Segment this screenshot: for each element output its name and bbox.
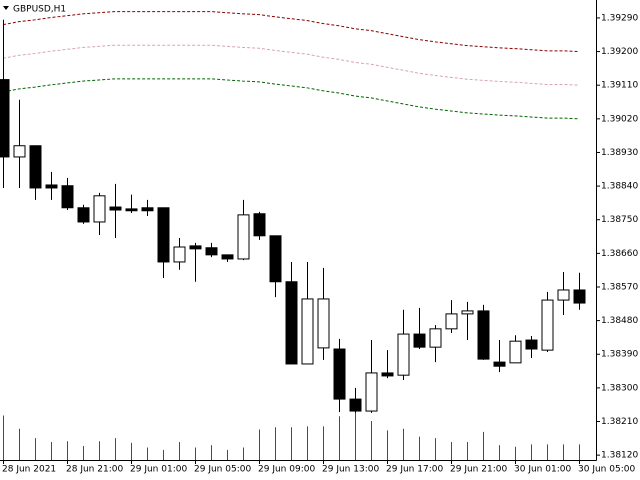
candle-body — [301, 298, 314, 365]
candle-body — [61, 185, 74, 209]
x-tick-label: 30 Jun 01:00 — [514, 465, 571, 475]
candle-body — [189, 245, 202, 250]
candle-body — [413, 333, 426, 348]
y-tick-label: 1.39290 — [601, 13, 638, 23]
y-tick-label: 1.38210 — [601, 417, 638, 427]
candle-body — [237, 214, 250, 260]
y-tick-label: 1.38660 — [601, 249, 638, 259]
x-tick-label: 30 Jun 05:00 — [578, 465, 635, 475]
candle-body — [381, 372, 394, 377]
candle-body — [317, 298, 330, 349]
candle-body — [173, 246, 186, 263]
candle-body — [493, 361, 506, 367]
candle-body — [461, 310, 474, 315]
candle-body — [573, 289, 586, 304]
chart-title: GBPUSD,H1 — [13, 5, 66, 15]
candle-body — [0, 79, 10, 158]
envelope-line — [2, 11, 580, 53]
candle-body — [13, 145, 26, 158]
y-tick-label: 1.39200 — [601, 47, 638, 57]
candle-body — [557, 289, 570, 301]
y-tick-label: 1.38750 — [601, 215, 638, 225]
candle-body — [509, 340, 522, 364]
candle-body — [525, 339, 538, 350]
candle-body — [93, 195, 106, 223]
candle-body — [253, 213, 266, 237]
x-tick-label: 29 Jun 21:00 — [450, 465, 507, 475]
y-tick-label: 1.39020 — [601, 114, 638, 124]
envelope-line — [2, 44, 580, 86]
candle-body — [429, 328, 442, 348]
y-tick-label: 1.38840 — [601, 182, 638, 192]
symbol-menu-arrow[interactable] — [3, 6, 9, 10]
y-tick-label: 1.38120 — [601, 451, 638, 461]
candle-body — [125, 208, 138, 212]
y-tick-label: 1.39110 — [601, 81, 638, 91]
y-tick-label: 1.38390 — [601, 350, 638, 360]
x-tick-label: 28 Jun 2021 — [2, 465, 56, 475]
candle-body — [349, 398, 362, 412]
x-tick-label: 29 Jun 09:00 — [258, 465, 315, 475]
candle-body — [157, 207, 170, 263]
candle-body — [77, 207, 90, 223]
candle-body — [445, 313, 458, 330]
y-tick-label: 1.38570 — [601, 282, 638, 292]
candle-body — [333, 348, 346, 400]
candle-body — [29, 145, 42, 189]
candle-body — [141, 207, 154, 212]
candle-body — [269, 235, 282, 283]
candle-body — [205, 247, 218, 256]
y-tick-label: 1.38930 — [601, 148, 638, 158]
candle-body — [477, 310, 490, 360]
x-tick-label: 29 Jun 13:00 — [322, 465, 379, 475]
candle-body — [221, 254, 234, 260]
x-tick-label: 29 Jun 17:00 — [386, 465, 443, 475]
y-tick-label: 1.38300 — [601, 383, 638, 393]
x-tick-label: 29 Jun 05:00 — [194, 465, 251, 475]
candle-body — [397, 333, 410, 376]
envelope-line — [2, 78, 580, 120]
x-tick-label: 29 Jun 01:00 — [130, 465, 187, 475]
candle-body — [285, 281, 298, 365]
candle-body — [541, 299, 554, 351]
candle-body — [109, 206, 122, 211]
candle-body — [45, 184, 58, 189]
y-tick-label: 1.38480 — [601, 316, 638, 326]
x-tick-label: 28 Jun 21:00 — [66, 465, 123, 475]
candle-body — [365, 372, 378, 412]
